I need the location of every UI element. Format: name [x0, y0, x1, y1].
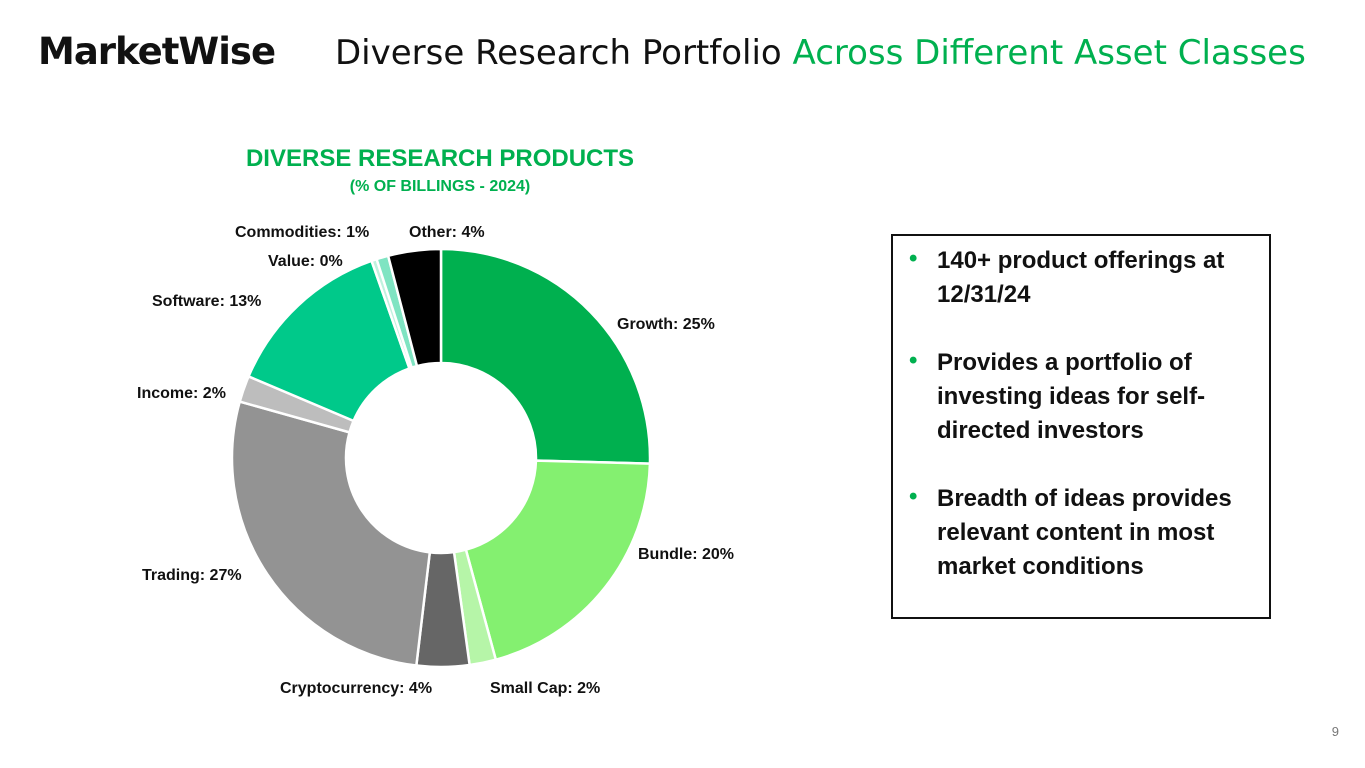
marketwise-logo: MarketWise — [38, 30, 276, 73]
label-trading: Trading: 27% — [142, 567, 242, 584]
page-title: Diverse Research Portfolio Across Differ… — [335, 33, 1306, 73]
title-accent: Across Different Asset Classes — [792, 33, 1306, 73]
page-number: 9 — [1331, 724, 1339, 739]
slice-trading — [230, 400, 432, 667]
donut-chart: Growth: 25% Bundle: 20% Small Cap: 2% Crypt… — [137, 224, 734, 697]
slice-bundle — [464, 459, 652, 662]
label-other: Other: 4% — [409, 224, 485, 241]
label-commodities: Commodities: 1% — [235, 224, 369, 241]
label-software: Software: 13% — [152, 293, 261, 310]
label-value: Value: 0% — [268, 253, 343, 270]
slice-growth — [439, 247, 652, 465]
title-main: Diverse Research Portfolio — [335, 33, 782, 73]
bullet-dot-icon: • — [909, 347, 918, 374]
bullet-item: • Breadth of ideas provides relevant cont… — [905, 482, 1259, 584]
chart-subtitle: (% OF BILLINGS - 2024) — [349, 178, 531, 195]
bullet-text: 140+ product offerings at 12/31/24 — [937, 247, 1225, 308]
label-small-cap: Small Cap: 2% — [490, 680, 600, 697]
bullet-item: • Provides a portfolio of investing ideas… — [905, 346, 1259, 448]
chart-title: DIVERSE RESEARCH PRODUCTS — [245, 145, 635, 172]
bullet-dot-icon: • — [909, 483, 918, 510]
label-bundle: Bundle: 20% — [638, 546, 734, 563]
bullet-dot-icon: • — [909, 245, 918, 272]
highlights-box: • 140+ product offerings at 12/31/24 • Pro… — [891, 234, 1271, 619]
bullet-list: • 140+ product offerings at 12/31/24 • Pro… — [905, 244, 1259, 618]
slice-other — [386, 247, 443, 368]
slice-software — [246, 259, 412, 423]
label-income: Income: 2% — [137, 385, 226, 402]
bullet-item: • 140+ product offerings at 12/31/24 — [905, 244, 1259, 312]
bullet-text: Provides a portfolio of investing ideas … — [937, 349, 1206, 444]
label-cryptocurrency: Cryptocurrency: 4% — [280, 680, 432, 697]
bullet-text: Breadth of ideas provides relevant conte… — [937, 485, 1232, 580]
label-growth: Growth: 25% — [617, 316, 715, 333]
